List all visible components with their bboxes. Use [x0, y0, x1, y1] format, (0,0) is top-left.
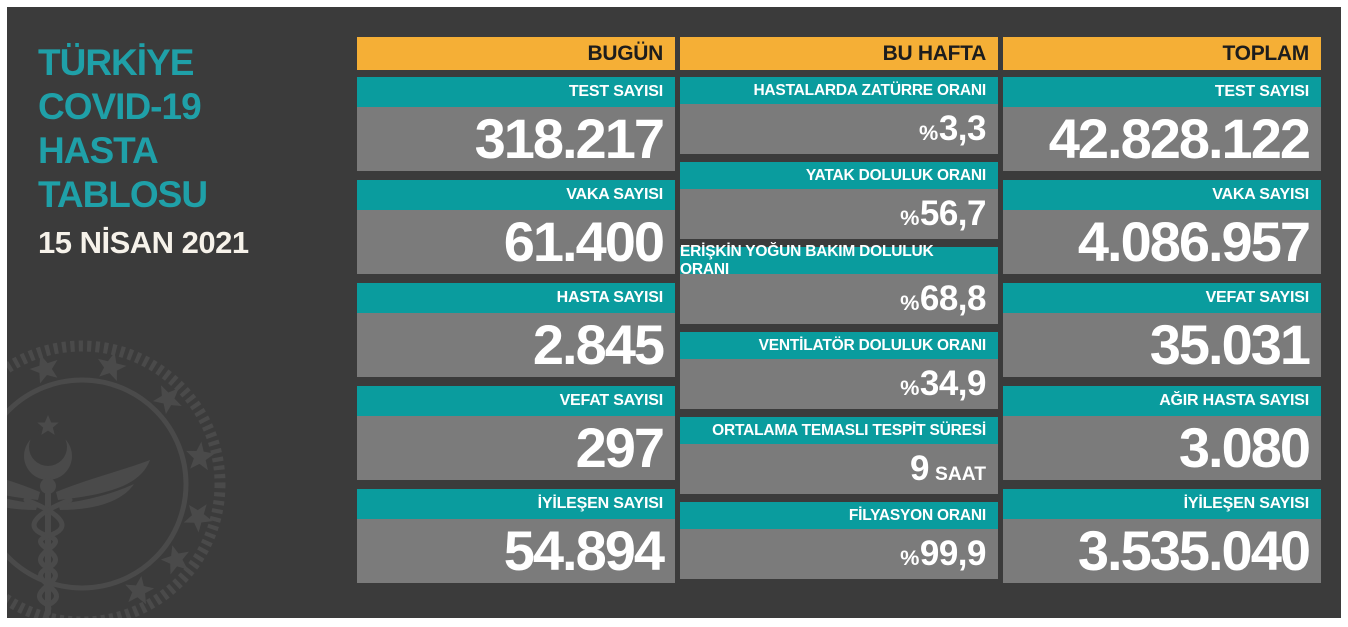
stat-value: 35.031	[1003, 313, 1321, 377]
value-number: 297	[575, 416, 665, 479]
stat-value: 318.217	[357, 107, 675, 171]
stat-block: VAKA SAYISI 4.086.957	[1003, 180, 1321, 274]
stat-block: VAKA SAYISI 61.400	[357, 180, 675, 274]
health-ministry-emblem-icon	[7, 340, 226, 618]
value-unit: SAAT	[935, 464, 986, 485]
page-title: TÜRKİYE COVID-19 HASTA TABLOSU	[38, 41, 208, 217]
stat-label: TEST SAYISI	[1003, 77, 1321, 107]
value-number: 61.400	[503, 210, 665, 273]
stat-value: % 56,7	[680, 189, 998, 239]
stat-block: HASTA SAYISI 2.845	[357, 283, 675, 377]
stat-value: 3.535.040	[1003, 519, 1321, 583]
stat-value: % 68,8	[680, 274, 998, 324]
stat-value: 3.080	[1003, 416, 1321, 480]
column-bugun: BUGÜN TEST SAYISI 318.217 VAKA SAYISI 61.40…	[357, 37, 675, 592]
report-date: 15 NİSAN 2021	[38, 225, 249, 260]
stat-value: 4.086.957	[1003, 210, 1321, 274]
stat-label: VAKA SAYISI	[357, 180, 675, 210]
stat-block: FİLYASYON ORANI% 99,9	[680, 502, 998, 579]
value-number: 2.845	[532, 313, 665, 376]
column-toplam: TOPLAM TEST SAYISI 42.828.122 VAKA SAYISI 4…	[1003, 37, 1321, 592]
value-percent-sign: %	[900, 545, 919, 570]
value-number: 68,8	[919, 279, 987, 318]
stat-label: VENTİLATÖR DOLULUK ORANI	[680, 332, 998, 359]
value-number: 56,7	[919, 194, 987, 233]
stat-label: AĞIR HASTA SAYISI	[1003, 386, 1321, 416]
title-line-2: COVID-19	[38, 86, 202, 127]
title-line-3: HASTA	[38, 130, 159, 171]
column-header-bugun: BUGÜN	[357, 37, 675, 70]
stat-block: İYİLEŞEN SAYISI 3.535.040	[1003, 489, 1321, 583]
value-number: 35.031	[1149, 313, 1311, 376]
stat-label: ORTALAMA TEMASLI TESPİT SÜRESİ	[680, 417, 998, 444]
value-number: 34,9	[919, 364, 987, 403]
title-line-1: TÜRKİYE	[38, 42, 194, 83]
stat-label: HASTA SAYISI	[357, 283, 675, 313]
value-percent-sign: %	[900, 375, 919, 400]
value-number: 54.894	[503, 519, 665, 582]
value-number: 3,3	[938, 109, 987, 148]
stat-block: HASTALARDA ZATÜRRE ORANI% 3,3	[680, 77, 998, 154]
stat-label: İYİLEŞEN SAYISI	[1003, 489, 1321, 519]
stat-label: VEFAT SAYISI	[1003, 283, 1321, 313]
column-bu-hafta: BU HAFTA HASTALARDA ZATÜRRE ORANI% 3,3 YAT…	[680, 37, 998, 587]
stat-label: VAKA SAYISI	[1003, 180, 1321, 210]
stat-label: HASTALARDA ZATÜRRE ORANI	[680, 77, 998, 104]
stat-value: % 3,3	[680, 104, 998, 154]
stat-value: 61.400	[357, 210, 675, 274]
stat-block: TEST SAYISI 318.217	[357, 77, 675, 171]
value-number: 9	[910, 449, 930, 488]
value-number: 99,9	[919, 534, 987, 573]
stat-label: TEST SAYISI	[357, 77, 675, 107]
stat-value: 2.845	[357, 313, 675, 377]
stat-value: 54.894	[357, 519, 675, 583]
stat-label: VEFAT SAYISI	[357, 386, 675, 416]
stat-block: AĞIR HASTA SAYISI 3.080	[1003, 386, 1321, 480]
column-header-toplam: TOPLAM	[1003, 37, 1321, 70]
stat-value: 297	[357, 416, 675, 480]
stat-label: İYİLEŞEN SAYISI	[357, 489, 675, 519]
column-rows-toplam: TEST SAYISI 42.828.122 VAKA SAYISI 4.086.95…	[1003, 77, 1321, 583]
value-percent-sign: %	[900, 205, 919, 230]
stat-label: FİLYASYON ORANI	[680, 502, 998, 529]
stat-block: VEFAT SAYISI 35.031	[1003, 283, 1321, 377]
stat-value: 9 SAAT	[680, 444, 998, 494]
stat-block: VEFAT SAYISI 297	[357, 386, 675, 480]
stat-value: % 34,9	[680, 359, 998, 409]
stat-block: YATAK DOLULUK ORANI% 56,7	[680, 162, 998, 239]
stat-block: TEST SAYISI 42.828.122	[1003, 77, 1321, 171]
value-number: 318.217	[474, 107, 665, 170]
stat-label: ERİŞKİN YOĞUN BAKIM DOLULUK ORANI	[680, 243, 998, 278]
stat-block: ERİŞKİN YOĞUN BAKIM DOLULUK ORANI% 68,8	[680, 243, 998, 324]
column-rows-bugun: TEST SAYISI 318.217 VAKA SAYISI 61.400 HASTA…	[357, 77, 675, 583]
stat-value: % 99,9	[680, 529, 998, 579]
value-number: 3.535.040	[1077, 519, 1311, 582]
value-percent-sign: %	[919, 120, 938, 145]
value-number: 42.828.122	[1048, 107, 1311, 170]
dashboard-panel: TÜRKİYE COVID-19 HASTA TABLOSU 15 NİSAN …	[7, 7, 1341, 618]
column-header-bu-hafta: BU HAFTA	[680, 37, 998, 70]
title-line-4: TABLOSU	[38, 174, 208, 215]
value-number: 4.086.957	[1077, 210, 1311, 273]
stat-label: YATAK DOLULUK ORANI	[680, 162, 998, 189]
column-rows-bu-hafta: HASTALARDA ZATÜRRE ORANI% 3,3 YATAK DOLULU…	[680, 77, 998, 579]
value-number: 3.080	[1178, 416, 1311, 479]
stat-block: VENTİLATÖR DOLULUK ORANI% 34,9	[680, 332, 998, 409]
stat-value: 42.828.122	[1003, 107, 1321, 171]
value-percent-sign: %	[900, 290, 919, 315]
stat-block: İYİLEŞEN SAYISI 54.894	[357, 489, 675, 583]
stat-block: ORTALAMA TEMASLI TESPİT SÜRESİ 9 SAAT	[680, 417, 998, 494]
